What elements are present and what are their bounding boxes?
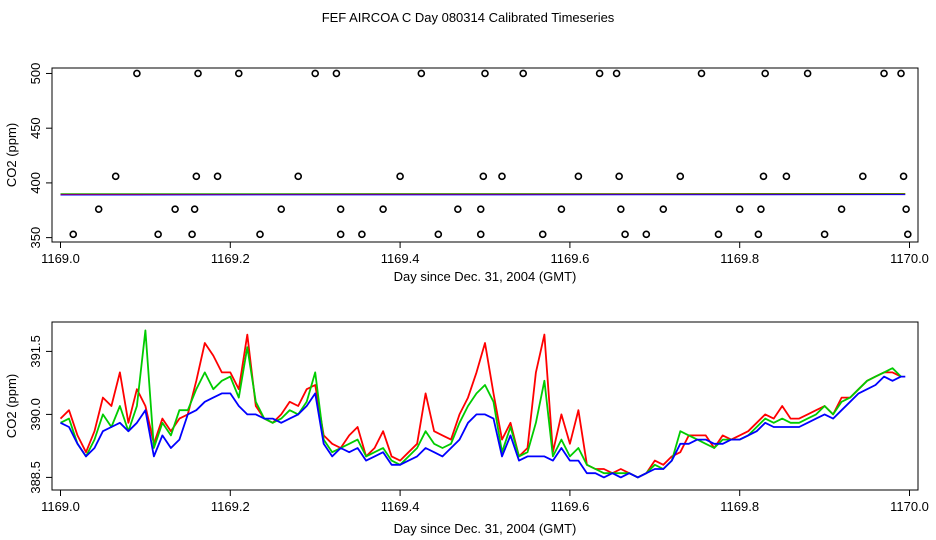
bottom-x-axis-label: Day since Dec. 31, 2004 (GMT): [394, 521, 577, 536]
top-y-tick-label: 400: [28, 172, 43, 194]
top-x-tick-label: 1169.2: [211, 251, 250, 266]
bottom-x-tick-label: 1170.0: [890, 499, 929, 514]
scatter-point: [256, 230, 264, 239]
scatter-point: [498, 172, 506, 181]
scatter-point: [642, 230, 651, 239]
bottom-marks: [59, 329, 906, 479]
bottom-x-tick-label: 1169.8: [720, 499, 759, 514]
scatter-point: [234, 69, 243, 78]
scatter-point: [476, 205, 485, 213]
scatter-point: [213, 172, 222, 181]
series-line-green: [60, 329, 902, 479]
scatter-point: [154, 230, 162, 239]
top-marks: [60, 69, 912, 239]
bottom-y-tick-label: 391.5: [28, 335, 43, 368]
top-plot-frame: [51, 67, 919, 243]
series-line-red: [59, 333, 902, 479]
top-axes: 1169.0 1169.2 1169.4 1169.6 1169.8 1170.0 350 4…: [28, 63, 929, 266]
top-y-tick-label: 500: [28, 63, 43, 85]
scatter-point: [803, 69, 812, 78]
scatter-point: [902, 205, 910, 213]
scatter-point: [538, 230, 547, 239]
scatter-point: [837, 205, 846, 213]
series-line-blue: [60, 375, 906, 479]
bottom-y-tick-label: 390.0: [28, 398, 43, 431]
scatter-point: [476, 230, 485, 239]
scatter-point: [735, 205, 744, 213]
scatter-point: [859, 172, 867, 181]
bottom-y-tick-label: 388.5: [28, 461, 43, 494]
scatter-point: [617, 205, 625, 213]
scatter-point: [714, 230, 723, 239]
scatter-point: [332, 69, 341, 78]
top-y-tick-label: 450: [28, 117, 43, 139]
top-x-axis-label: Day since Dec. 31, 2004 (GMT): [394, 269, 577, 284]
top-x-tick-label: 1169.6: [551, 251, 590, 266]
scatter-point: [621, 230, 629, 239]
scatter-point: [192, 172, 201, 181]
top-x-tick-label: 1169.4: [381, 251, 420, 266]
bottom-panel: 1169.0 1169.2 1169.4 1169.6 1169.8 1170.0 388.…: [4, 321, 929, 536]
scatter-point: [94, 205, 103, 213]
scatter-point: [69, 230, 78, 239]
scatter-point: [557, 205, 566, 213]
scatter-point: [417, 69, 426, 78]
scatter-point: [311, 69, 319, 78]
scatter-point: [111, 172, 120, 181]
bottom-x-tick-label: 1169.4: [381, 499, 420, 514]
scatter-point: [697, 69, 706, 78]
scatter-point: [615, 172, 623, 181]
scatter-point: [479, 172, 488, 181]
scatter-point: [759, 172, 768, 181]
scatter-point: [754, 230, 763, 239]
scatter-point: [133, 69, 141, 78]
top-panel: 1169.0 1169.2 1169.4 1169.6 1169.8 1170.0 350 4…: [4, 63, 929, 284]
scatter-point: [336, 230, 345, 239]
top-x-tick-label: 1169.8: [720, 251, 759, 266]
scatter-point: [904, 230, 912, 239]
bottom-x-tick-label: 1169.6: [551, 499, 590, 514]
bottom-plot-frame: [51, 321, 919, 491]
scatter-point: [897, 69, 905, 78]
scatter-point: [396, 172, 404, 181]
scatter-point: [379, 205, 387, 213]
bottom-axes: 1169.0 1169.2 1169.4 1169.6 1169.8 1170.0 388.…: [28, 335, 929, 514]
scatter-point: [519, 69, 528, 78]
bottom-x-tick-label: 1169.0: [41, 499, 80, 514]
top-x-tick-label: 1169.0: [41, 251, 80, 266]
scatter-point: [481, 69, 489, 78]
scatter-point: [880, 69, 888, 78]
scatter-point: [188, 230, 196, 239]
scatter-point: [358, 230, 366, 239]
scatter-point: [612, 69, 621, 78]
scatter-point: [171, 205, 179, 213]
bottom-x-tick-label: 1169.2: [211, 499, 250, 514]
top-y-tick-label: 350: [28, 227, 43, 249]
scatter-point: [757, 205, 765, 213]
scatter-point: [820, 230, 829, 239]
scatter-point: [761, 69, 769, 78]
top-y-axis-label: CO2 (ppm): [4, 123, 19, 187]
scatter-point: [676, 172, 685, 181]
scatter-point: [659, 205, 668, 213]
scatter-point: [194, 69, 202, 78]
scatter-point: [294, 172, 303, 181]
scatter-point: [190, 205, 199, 213]
bottom-y-axis-label: CO2 (ppm): [4, 374, 19, 438]
top-x-tick-label: 1170.0: [890, 251, 929, 266]
scatter-point: [899, 172, 908, 181]
scatter-point: [277, 205, 286, 213]
scatter-point: [454, 205, 462, 213]
scatter-point: [574, 172, 583, 181]
scatter-point: [782, 172, 791, 181]
scatter-point: [595, 69, 604, 78]
figure-title: FEF AIRCOA C Day 080314 Calibrated Times…: [322, 10, 615, 25]
scatter-point: [434, 230, 443, 239]
scatter-point: [336, 205, 345, 213]
